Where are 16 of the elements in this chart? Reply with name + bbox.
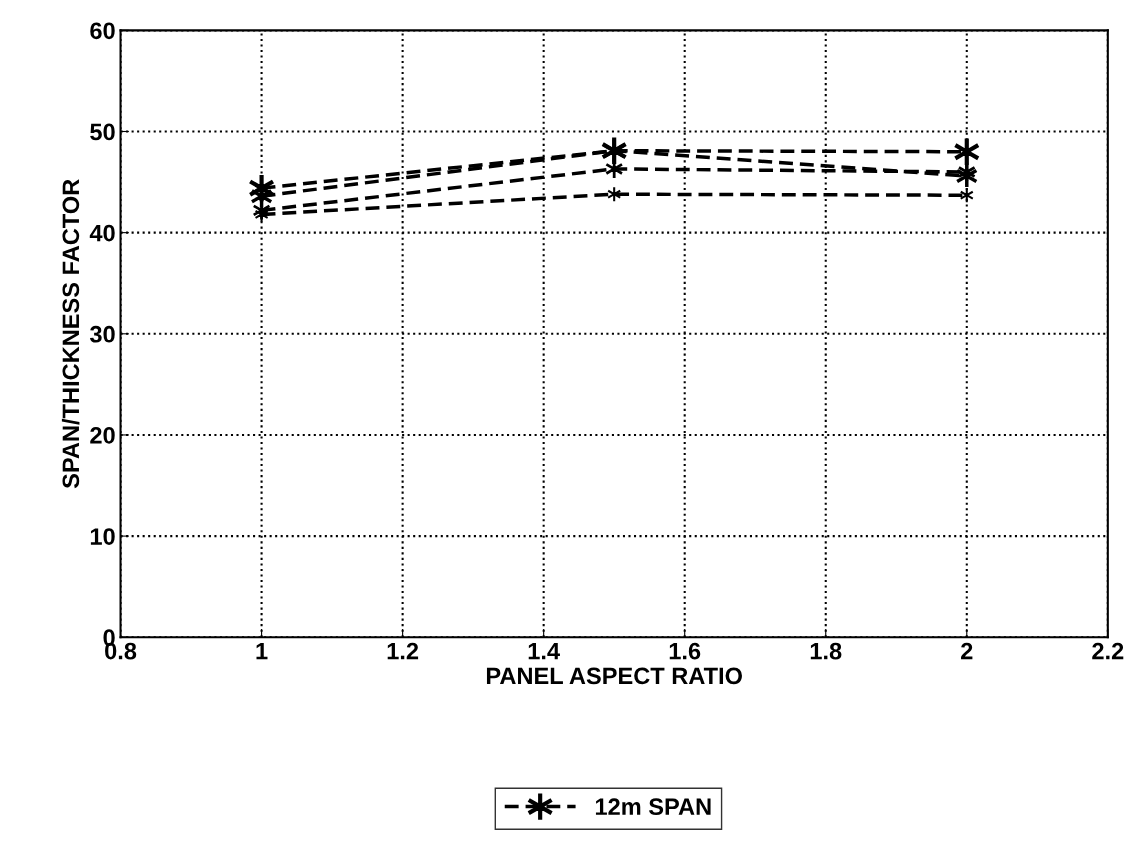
y-tick-label: 50 — [90, 123, 115, 141]
x-tick-label: 1 — [256, 642, 268, 660]
legend-label: 12m SPAN — [595, 798, 711, 816]
x-tick-label: 2.2 — [1092, 642, 1124, 660]
y-tick-label: 20 — [90, 427, 115, 444]
y-axis-title: SPAN/THICKNESS FACTOR — [61, 179, 80, 489]
x-tick-label: 1.4 — [528, 642, 560, 660]
x-tick-label: 2 — [961, 642, 973, 660]
y-tick-label: 30 — [89, 325, 115, 343]
x-tick-label: 1.6 — [669, 642, 701, 660]
y-tick-label: 60 — [90, 22, 115, 40]
y-tick-label: 40 — [89, 224, 115, 242]
x-axis-title: PANEL ASPECT RATIO — [486, 667, 742, 685]
x-tick-label: 1.8 — [810, 642, 842, 660]
x-tick-label: 1.2 — [387, 642, 419, 660]
y-tick-label: 10 — [90, 528, 115, 545]
